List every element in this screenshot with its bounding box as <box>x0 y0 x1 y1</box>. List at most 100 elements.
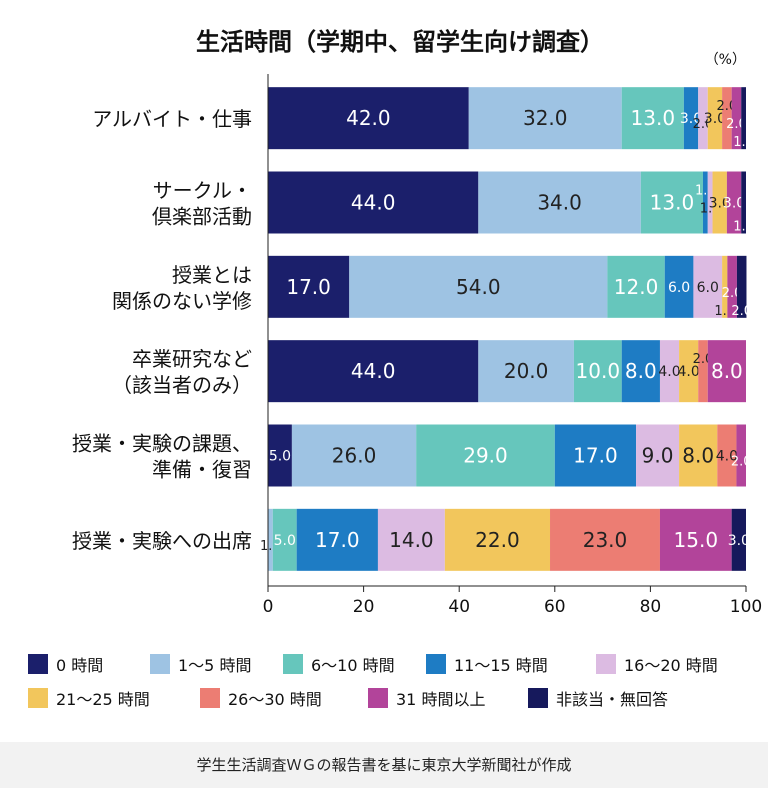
data-label-2-6: 3.0 <box>709 196 731 212</box>
category-label-2-1: サークル・ <box>153 179 252 203</box>
legend-item-2: 1〜5 時間 <box>150 652 251 676</box>
legend-item-9: 非該当・無回答 <box>528 686 668 710</box>
data-label-5-6: 8.0 <box>682 444 714 468</box>
bar-segment-4-8 <box>707 340 746 403</box>
data-label-1-2: 32.0 <box>523 106 568 130</box>
data-label-1-9: 1.0 <box>733 135 754 150</box>
bar-segment-6-2 <box>268 508 273 571</box>
stacked-bar-chart: 生活時間（学期中、留学生向け調査）（%）42.0 32.0 13.0 3.02.03.… <box>72 28 762 617</box>
bar-segment-5-7 <box>717 424 737 487</box>
bar-segment-2-8 <box>726 171 742 234</box>
x-tick-label-0: 0 <box>263 597 274 617</box>
data-label-1-6: 3.0 <box>704 111 726 127</box>
bar-segment-1-6 <box>707 87 723 150</box>
data-label-5-7: 4.0 <box>716 449 738 465</box>
data-label-6-5: 14.0 <box>389 528 434 552</box>
data-label-1-4: 3.0 <box>680 111 702 127</box>
x-tick-label-20: 20 <box>353 597 375 617</box>
legend-item-4: 11〜15 時間 <box>426 652 548 676</box>
bar-segment-4-2 <box>478 340 574 403</box>
data-label-3-9: 2.0 <box>731 304 752 319</box>
data-label-2-9: 1.0 <box>733 220 754 235</box>
category-label-4-2: （該当者のみ） <box>112 373 252 397</box>
legend-swatch <box>150 654 170 674</box>
legend-swatch <box>596 654 616 674</box>
legend-item-8: 31 時間以上 <box>368 686 485 710</box>
bar-segment-6-3 <box>272 508 297 571</box>
data-label-6-8: 15.0 <box>674 528 719 552</box>
legend-label: 非該当・無回答 <box>556 690 669 709</box>
bar-segment-2-2 <box>478 171 641 234</box>
category-label-2-2: 倶楽部活動 <box>152 205 252 229</box>
bar-segment-5-8 <box>736 424 746 487</box>
bar-segment-2-3 <box>640 171 703 234</box>
bar-segment-5-5 <box>636 424 680 487</box>
legend-label: 0 時間 <box>56 656 104 675</box>
chart-panel: 生活時間（学期中、留学生向け調査） （%） 42.0 32.0 13.0 3.0 2.0 3.… <box>28 28 763 710</box>
data-label-3-5: 6.0 <box>697 280 719 296</box>
data-label-6-4: 17.0 <box>315 528 360 552</box>
bar-segment-1-7 <box>722 87 732 150</box>
category-label-3-1: 授業とは <box>172 263 252 287</box>
data-label-3-1: 17.0 <box>286 275 331 299</box>
bar-segment-5-3 <box>416 424 555 487</box>
chart-title: 生活時間（学期中、留学生向け調査） <box>196 28 604 56</box>
bar-segment-6-5 <box>377 508 445 571</box>
bar-segment-2-1 <box>268 171 479 234</box>
bar-segment-2-5 <box>707 171 713 234</box>
bar-segment-6-7 <box>550 508 660 571</box>
data-label-2-1: 44.0 <box>351 191 396 215</box>
data-label-2-8: 3.0 <box>723 196 745 212</box>
legend-swatch <box>528 688 548 708</box>
x-tick-label-100: 100 <box>730 597 762 617</box>
bar-segment-4-4 <box>621 340 660 403</box>
bar-segment-3-9 <box>736 255 747 318</box>
category-label-3-2: 関係のない学修 <box>112 289 252 313</box>
bar-segment-6-8 <box>659 508 732 571</box>
legend-label: 11〜15 時間 <box>454 656 548 675</box>
legend-swatch <box>28 688 48 708</box>
legend-label: 1〜5 時間 <box>178 656 252 675</box>
category-label-5-2: 準備・復習 <box>152 458 252 482</box>
bar-segment-1-1 <box>268 87 469 150</box>
bar-segment-1-4 <box>683 87 699 150</box>
category-label-1-1: アルバイト・仕事 <box>92 107 252 131</box>
data-label-5-2: 26.0 <box>332 444 377 468</box>
bar-segment-5-1 <box>268 424 292 487</box>
bar-segment-5-2 <box>291 424 417 487</box>
data-label-2-3: 13.0 <box>650 191 695 215</box>
bar-segment-3-6 <box>722 255 728 318</box>
data-label-3-2: 54.0 <box>456 275 501 299</box>
legend-swatch <box>426 654 446 674</box>
data-label-3-4: 6.0 <box>668 280 690 296</box>
legend-label: 21〜25 時間 <box>56 690 150 709</box>
data-label-4-3: 10.0 <box>576 359 621 383</box>
category-label-5-1: 授業・実験の課題、 <box>72 432 252 456</box>
bar-segment-4-5 <box>659 340 680 403</box>
data-label-6-6: 22.0 <box>475 528 520 552</box>
data-label-5-1: 5.0 <box>269 449 291 465</box>
bar-segment-4-3 <box>573 340 622 403</box>
data-label-4-8: 8.0 <box>711 359 743 383</box>
bar-segment-1-9 <box>741 87 746 150</box>
data-label-5-4: 17.0 <box>573 444 618 468</box>
legend-swatch <box>368 688 388 708</box>
x-tick-label-60: 60 <box>544 597 566 617</box>
legend-label: 16〜20 時間 <box>624 656 718 675</box>
category-label-4-1: 卒業研究など <box>132 347 252 371</box>
legend-item-5: 16〜20 時間 <box>596 652 718 676</box>
data-label-2-2: 34.0 <box>537 191 582 215</box>
bar-segment-1-8 <box>731 87 742 150</box>
data-label-5-5: 9.0 <box>642 444 674 468</box>
bar-segment-3-3 <box>607 255 665 318</box>
bar-segment-6-4 <box>296 508 378 571</box>
data-label-4-5: 4.0 <box>658 364 680 380</box>
data-label-4-6: 4.0 <box>678 364 700 380</box>
footer: 学生生活調査ＷＧの報告書を基に東京大学新聞社が作成 <box>0 742 768 788</box>
legend-swatch <box>200 688 220 708</box>
bar-segment-3-2 <box>349 255 608 318</box>
bar-segment-5-6 <box>679 424 718 487</box>
x-tick-label-80: 80 <box>640 597 662 617</box>
legend-swatch <box>28 654 48 674</box>
unit-label: （%） <box>705 52 746 68</box>
